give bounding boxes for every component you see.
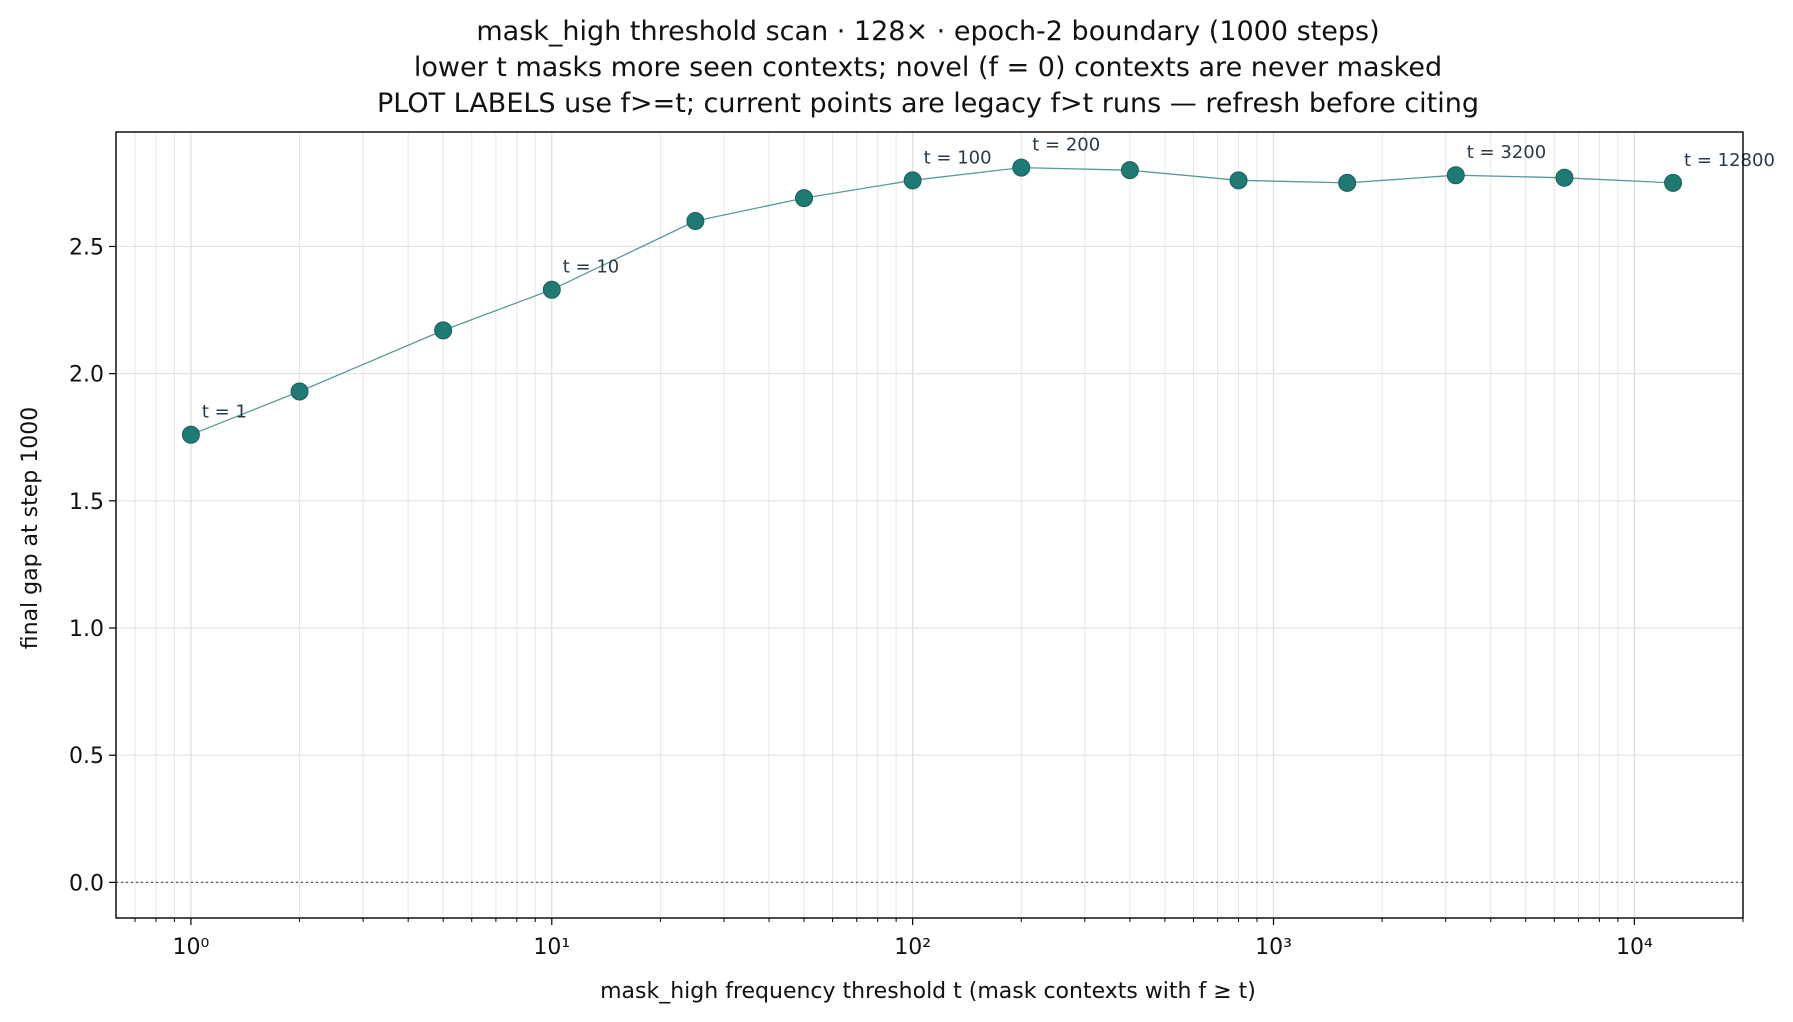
- series-line: [190, 166, 1674, 436]
- point-label: t = 10: [563, 257, 620, 278]
- x-axis-label: mask_high frequency threshold t (mask co…: [600, 979, 1256, 1004]
- point-label: t = 12800: [1684, 150, 1775, 171]
- y-tick-label: 2.5: [69, 235, 104, 260]
- data-point: [795, 189, 814, 208]
- data-point: [1338, 173, 1357, 192]
- x-tick-label: 10¹: [533, 935, 570, 960]
- chart-title-line-3: PLOT LABELS use f>=t; current points are…: [377, 88, 1479, 119]
- data-point: [1120, 161, 1139, 180]
- data-point: [903, 171, 922, 190]
- grid-lines: [116, 132, 1744, 918]
- data-point: [1555, 168, 1574, 187]
- point-annotations: t = 1 t = 10 t = 100 t = 200 t = 3200 t = 128…: [202, 135, 1775, 423]
- y-axis-label: final gap at step 1000: [18, 407, 43, 649]
- data-point: [434, 321, 453, 340]
- point-label: t = 200: [1032, 135, 1100, 156]
- data-point: [1664, 173, 1683, 192]
- x-axis-ticks: 10⁰ 10¹ 10² 10³ 10⁴: [134, 918, 1744, 960]
- point-label: t = 1: [202, 402, 247, 423]
- data-point: [1229, 171, 1248, 190]
- data-point: [290, 382, 309, 401]
- plot-area-frame: [115, 131, 1744, 919]
- point-label: t = 3200: [1467, 142, 1546, 163]
- x-tick-label: 10³: [1255, 935, 1292, 960]
- y-tick-label: 1.5: [69, 490, 104, 515]
- x-tick-label: 10⁰: [173, 935, 210, 960]
- data-point: [181, 425, 200, 444]
- y-tick-label: 1.0: [69, 617, 104, 642]
- data-series: [181, 158, 1683, 444]
- point-label: t = 100: [924, 147, 992, 168]
- y-tick-label: 0.5: [69, 744, 104, 769]
- y-tick-label: 0.0: [69, 871, 104, 896]
- chart-title-line-2: lower t masks more seen contexts; novel …: [414, 52, 1442, 83]
- data-point: [542, 280, 561, 299]
- y-axis-ticks: 0.0 0.5 1.0 1.5 2.0 2.5: [69, 235, 116, 896]
- x-tick-label: 10²: [894, 935, 931, 960]
- data-point: [686, 212, 705, 231]
- chart-title: mask_high threshold scan · 128× · epoch-…: [377, 16, 1479, 119]
- data-point: [1446, 166, 1465, 185]
- x-tick-label: 10⁴: [1616, 935, 1653, 960]
- chart-title-line-1: mask_high threshold scan · 128× · epoch-…: [476, 16, 1379, 47]
- data-point: [1012, 158, 1031, 177]
- y-tick-label: 2.0: [69, 363, 104, 388]
